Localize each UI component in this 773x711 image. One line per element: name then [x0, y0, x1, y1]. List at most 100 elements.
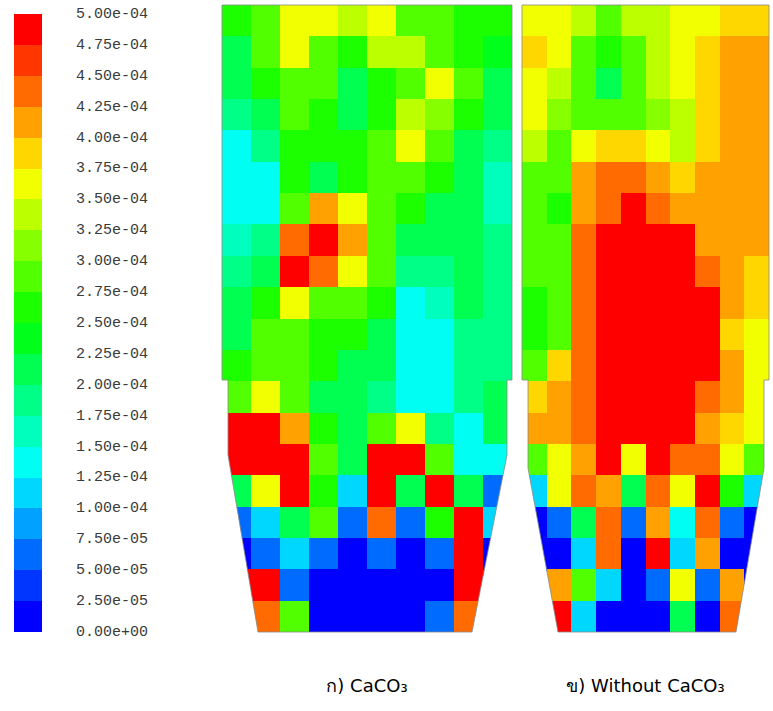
cell [670, 569, 695, 601]
cell [309, 413, 339, 445]
cell [222, 68, 252, 100]
cell [670, 36, 695, 68]
cell [396, 538, 426, 570]
cell [596, 381, 621, 413]
cell [646, 68, 671, 100]
cell [454, 319, 484, 351]
cell [522, 130, 547, 162]
colorbar-band [14, 261, 42, 292]
cell [670, 256, 695, 288]
cell [621, 475, 646, 507]
cell [425, 444, 455, 476]
cell [309, 193, 339, 225]
cell [596, 68, 621, 100]
cell [483, 99, 513, 131]
colorbar-tick-label: 3.50e-04 [76, 191, 148, 208]
cell [367, 68, 397, 100]
cell [483, 601, 513, 633]
cell [646, 538, 671, 570]
cell [222, 256, 252, 288]
cell [670, 444, 695, 476]
chart: 0.00e+002.50e-055.00e-057.50e-051.00e-04… [0, 0, 773, 711]
cell [695, 413, 720, 445]
cell [222, 601, 252, 633]
colorbar-band [14, 570, 42, 601]
cell [425, 319, 455, 351]
colorbar-band [14, 539, 42, 570]
cell [483, 224, 513, 256]
cell [695, 287, 720, 319]
cell [309, 475, 339, 507]
cell [596, 36, 621, 68]
cell [744, 413, 769, 445]
cell [720, 130, 745, 162]
panel: ก) CaCO₃ [222, 5, 513, 696]
cell [483, 36, 513, 68]
cell [621, 162, 646, 194]
cell [547, 381, 572, 413]
cell [571, 538, 596, 570]
colorbar-tick-label: 5.00e-04 [76, 6, 148, 23]
cell [396, 256, 426, 288]
cell [222, 538, 252, 570]
colorbar-band [14, 138, 42, 169]
cell [222, 569, 252, 601]
cell [571, 5, 596, 37]
cell [621, 287, 646, 319]
cell [483, 287, 513, 319]
cell [744, 256, 769, 288]
cell [670, 224, 695, 256]
cell [720, 319, 745, 351]
cell [454, 130, 484, 162]
colorbar-tick-label: 5.00e-05 [76, 562, 148, 579]
cell [571, 256, 596, 288]
vessel-outline [222, 5, 512, 632]
cell [695, 475, 720, 507]
cell [222, 444, 252, 476]
colorbar-tick-label: 2.50e-04 [76, 315, 148, 332]
cell [720, 538, 745, 570]
cell [309, 5, 339, 37]
cell [596, 224, 621, 256]
cell [251, 569, 281, 601]
cell [695, 256, 720, 288]
cell [454, 193, 484, 225]
cell [547, 5, 572, 37]
cell [309, 350, 339, 382]
contour-field [222, 5, 513, 633]
cell [720, 413, 745, 445]
cell [338, 224, 368, 256]
cell [396, 569, 426, 601]
cell [222, 475, 252, 507]
colorbar-band [14, 169, 42, 200]
cell [367, 507, 397, 539]
contour-field [522, 5, 770, 633]
cell [621, 601, 646, 633]
cell [396, 193, 426, 225]
colorbar-tick-label: 2.25e-04 [76, 346, 148, 363]
cell [338, 350, 368, 382]
cell [309, 162, 339, 194]
cell [621, 381, 646, 413]
cell [744, 475, 769, 507]
cell [280, 507, 310, 539]
cell [454, 224, 484, 256]
cell [309, 224, 339, 256]
cell [571, 413, 596, 445]
cell [396, 68, 426, 100]
cell [251, 162, 281, 194]
cell [571, 601, 596, 633]
cell [670, 68, 695, 100]
cell [454, 99, 484, 131]
cell [571, 193, 596, 225]
cell [720, 162, 745, 194]
cell [744, 130, 769, 162]
cell [522, 36, 547, 68]
cell [695, 569, 720, 601]
cell [720, 601, 745, 633]
colorbar-tick-label: 4.25e-04 [76, 99, 148, 116]
cell [571, 36, 596, 68]
cell [596, 413, 621, 445]
cell [338, 601, 368, 633]
cell [720, 193, 745, 225]
